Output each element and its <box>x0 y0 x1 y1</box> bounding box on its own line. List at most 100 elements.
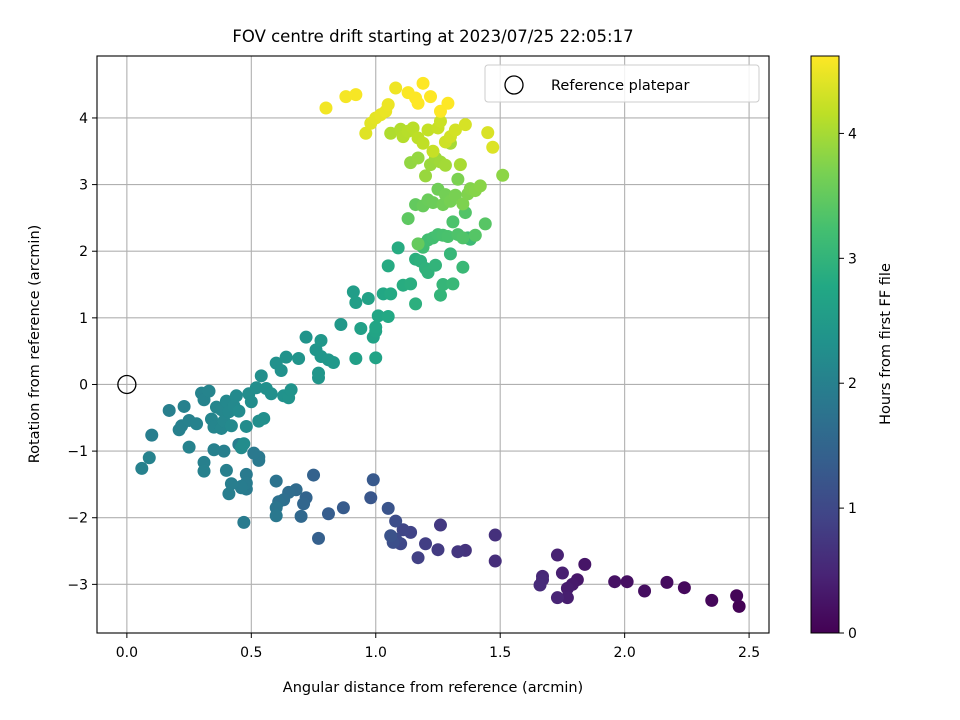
x-tick-label: 0.0 <box>116 645 138 661</box>
scatter-point <box>389 514 403 528</box>
scatter-point <box>284 383 298 397</box>
scatter-point <box>269 474 283 488</box>
scatter-point <box>346 285 360 299</box>
scatter-point <box>237 437 251 451</box>
scatter-point <box>730 589 744 603</box>
y-tick-label: 2 <box>79 244 88 260</box>
reference-platepar-marker <box>117 374 137 395</box>
scatter-point <box>237 515 251 529</box>
scatter-point <box>451 172 465 186</box>
scatter-point <box>705 593 719 607</box>
scatter-point <box>416 76 430 90</box>
y-axis-label: Rotation from reference (arcmin) <box>27 225 43 464</box>
scatter-point <box>424 90 438 104</box>
scatter-point <box>359 126 373 140</box>
scatter-point <box>354 322 368 336</box>
scatter-point <box>369 351 383 365</box>
scatter-point <box>312 531 326 545</box>
scatter-point <box>247 446 261 460</box>
scatter-point <box>349 88 363 102</box>
scatter-point <box>177 399 191 413</box>
scatter-point <box>550 548 564 562</box>
scatter-point <box>732 599 746 613</box>
scatter-point <box>142 451 156 465</box>
scatter-point <box>384 126 398 140</box>
scatter-point <box>411 151 425 165</box>
colorbar-tick-label: 3 <box>848 251 857 267</box>
scatter-point <box>433 518 447 532</box>
colorbar: 0 1 2 3 4 Hours from first FF file <box>810 55 894 642</box>
scatter-point <box>448 188 462 202</box>
scatter-point <box>314 334 328 348</box>
scatter-point <box>366 473 380 487</box>
scatter-point <box>411 237 425 251</box>
scatter-point <box>456 260 470 274</box>
scatter-point <box>419 169 433 183</box>
colorbar-tick-label: 2 <box>848 376 857 392</box>
scatter-point <box>456 197 470 211</box>
scatter-point <box>468 228 482 242</box>
scatter-point <box>411 96 425 110</box>
scatter-point <box>249 381 263 395</box>
scatter-point <box>409 297 423 311</box>
scatter-point <box>473 179 487 193</box>
scatter-point <box>389 81 403 95</box>
scatter-point <box>533 578 547 592</box>
scatter-point <box>361 292 375 306</box>
x-tick-label: 2.0 <box>614 645 636 661</box>
scatter-point <box>381 259 395 273</box>
scatter-point <box>431 543 445 557</box>
scatter-point <box>299 330 313 344</box>
scatter-point <box>197 464 211 478</box>
scatter-point <box>426 144 440 158</box>
scatter-point <box>443 247 457 261</box>
scatter-point <box>135 461 149 475</box>
scatter-point <box>421 123 435 137</box>
colorbar-ticks: 0 1 2 3 4 <box>839 126 857 642</box>
scatter-point <box>292 351 306 365</box>
scatter-point <box>229 389 243 403</box>
scatter-point <box>660 575 674 589</box>
y-tick-label: −2 <box>67 511 88 527</box>
scatter-point <box>478 217 492 231</box>
scatter-point <box>396 523 410 537</box>
scatter-points <box>135 76 746 613</box>
scatter-point <box>458 118 472 132</box>
scatter-point <box>446 215 460 229</box>
scatter-point <box>222 487 236 501</box>
scatter-point <box>257 411 271 425</box>
plot-frame <box>96 55 770 634</box>
scatter-point <box>381 98 395 112</box>
scatter-point <box>202 384 216 398</box>
scatter-point <box>488 554 502 568</box>
scatter-point <box>481 126 495 140</box>
legend-box <box>484 64 760 103</box>
scatter-point <box>608 575 622 589</box>
scatter-point <box>416 136 430 150</box>
scatter-point <box>433 114 447 128</box>
scatter-point <box>224 419 238 433</box>
scatter-point <box>321 507 335 521</box>
scatter-point <box>279 350 293 364</box>
y-tick-label: −1 <box>67 444 88 460</box>
scatter-point <box>456 231 470 245</box>
scatter-point <box>419 537 433 551</box>
scatter-point <box>274 363 288 377</box>
legend-reference-marker <box>504 75 524 95</box>
scatter-point <box>217 444 231 458</box>
scatter-point <box>224 477 238 491</box>
scatter-point <box>312 366 326 380</box>
scatter-point <box>239 419 253 433</box>
scatter-point <box>381 501 395 515</box>
y-tick-label: 3 <box>79 178 88 194</box>
legend-entry-reference-platepar: Reference platepar <box>551 78 689 94</box>
scatter-point <box>453 158 467 172</box>
x-axis-ticks: 0.0 0.5 1.0 1.5 2.0 2.5 <box>116 633 760 661</box>
scatter-point <box>182 440 196 454</box>
scatter-point <box>550 591 564 605</box>
scatter-point <box>488 528 502 542</box>
scatter-point <box>234 481 248 495</box>
scatter-point <box>401 212 415 226</box>
scatter-point <box>404 277 418 291</box>
